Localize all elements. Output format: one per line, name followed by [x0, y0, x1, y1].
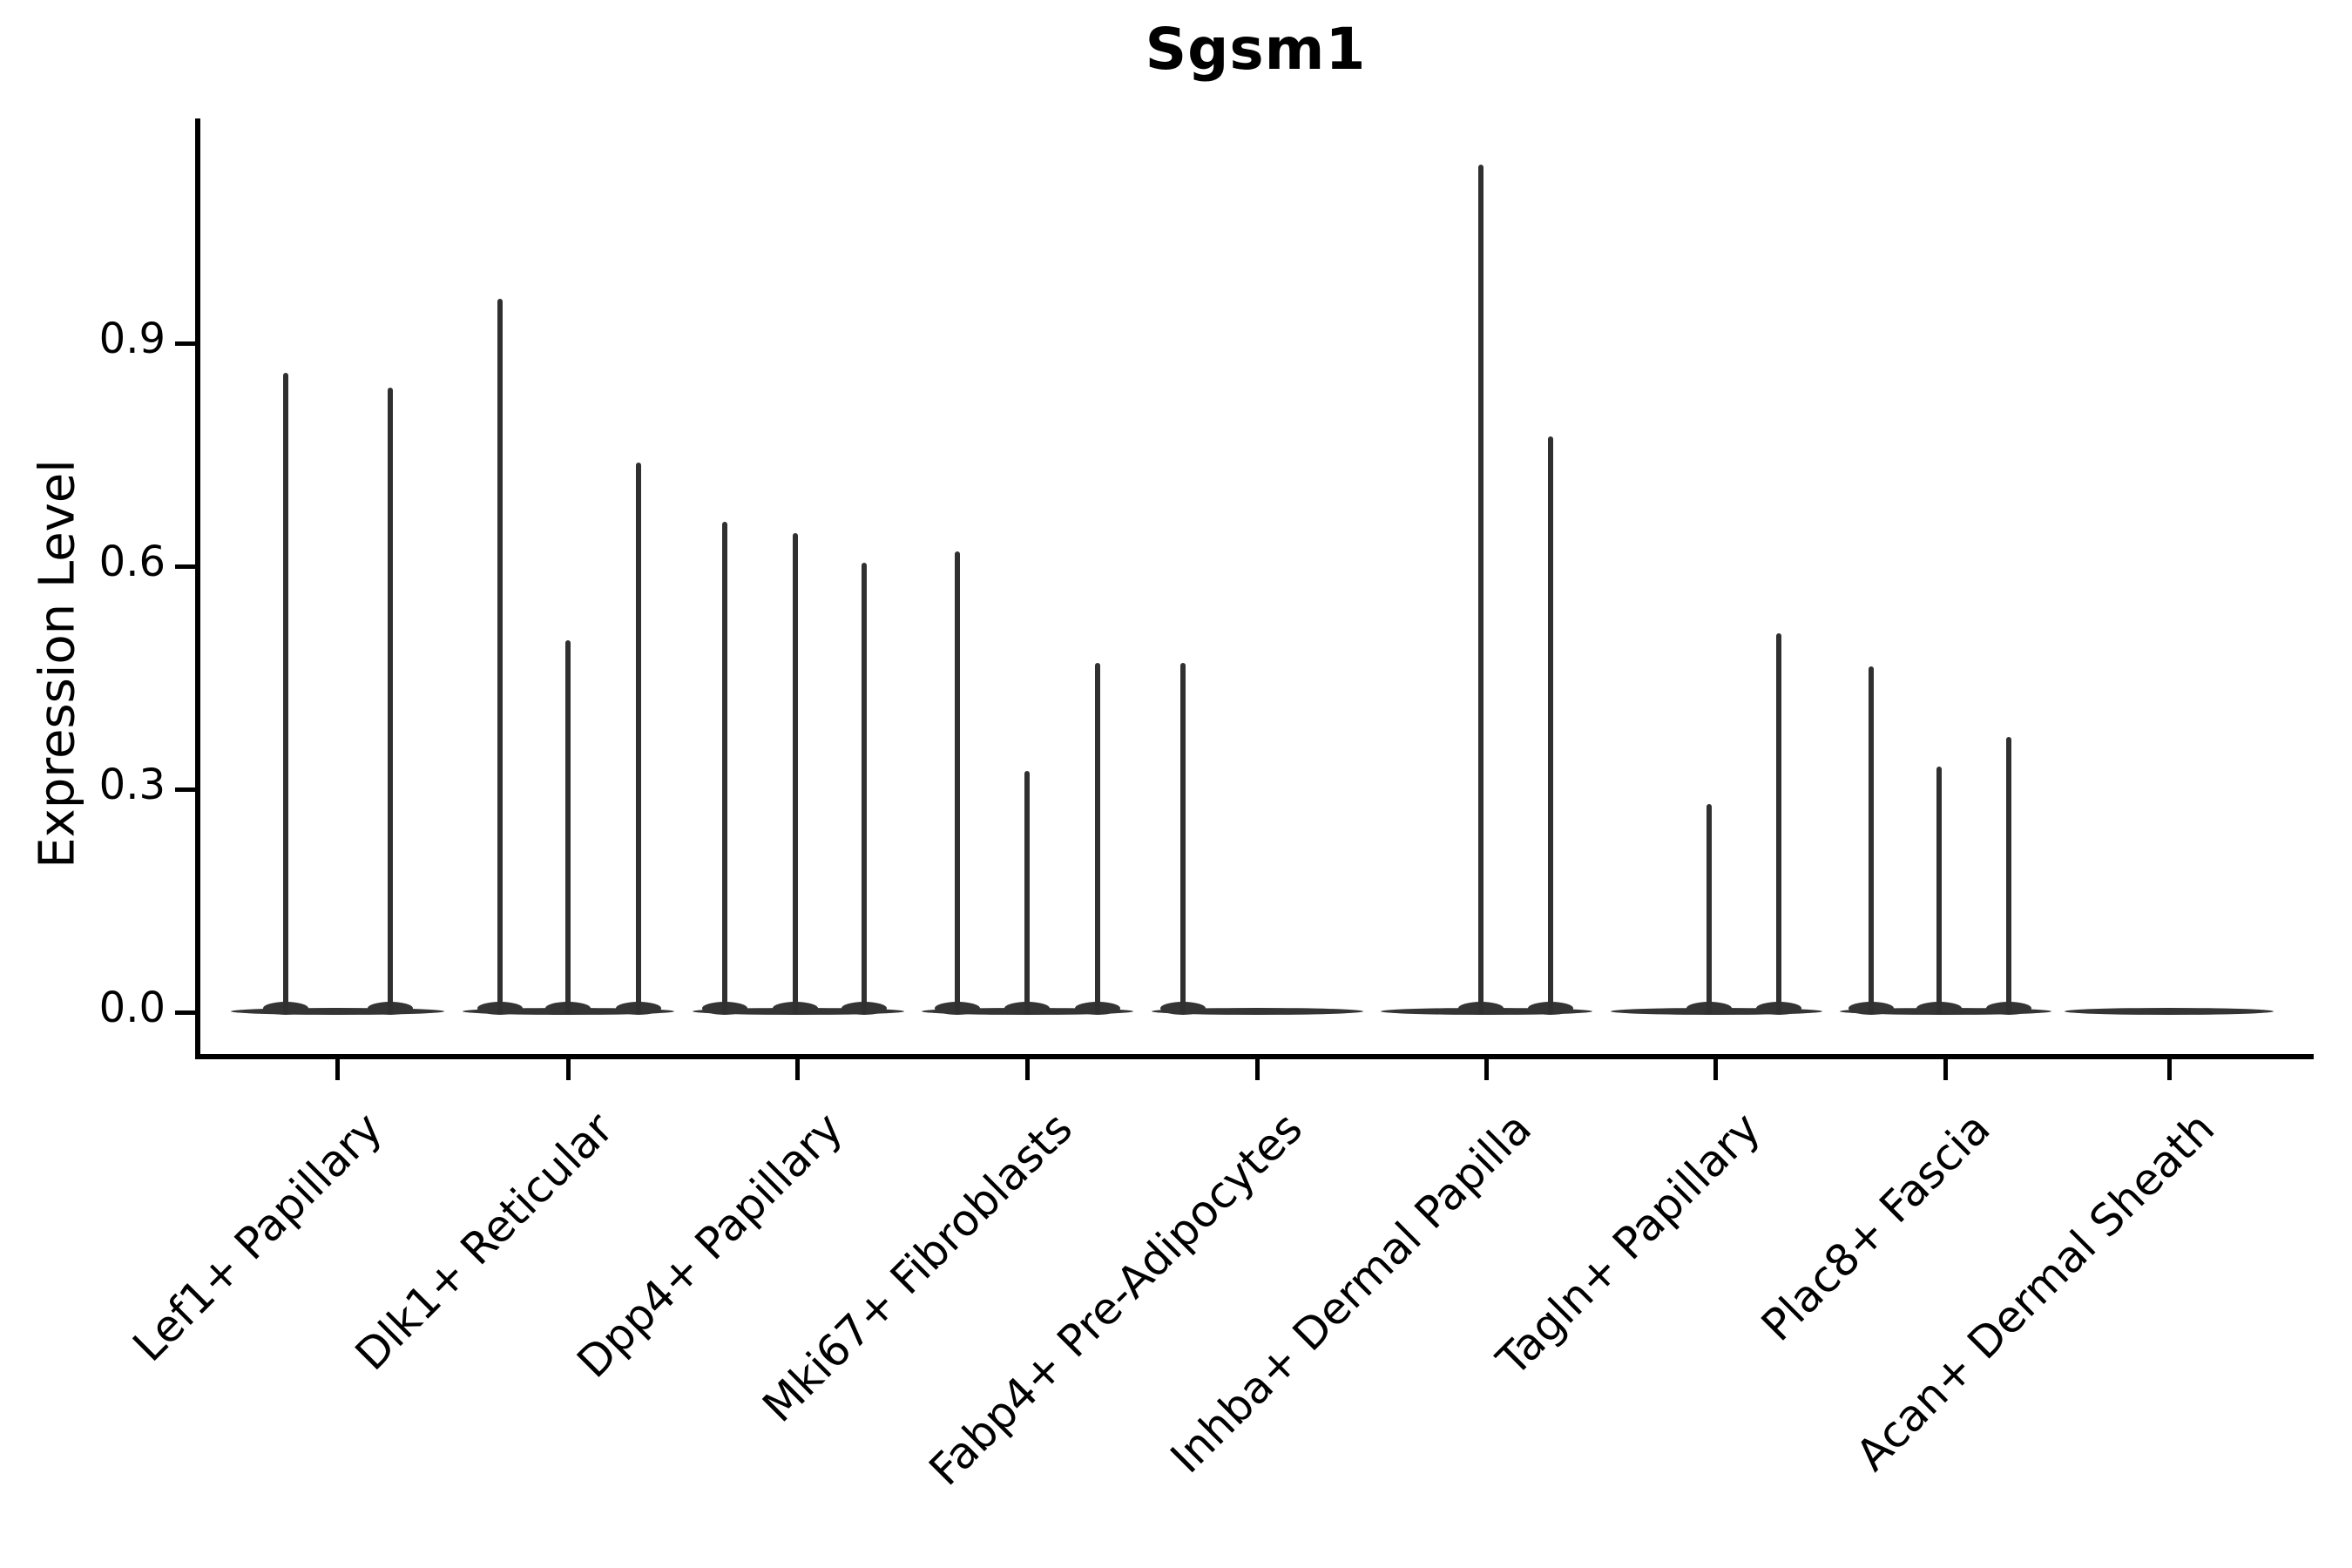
- y-axis-spine: [195, 118, 200, 1059]
- x-axis-category-label: Plac8+ Fascia: [1752, 1103, 2001, 1351]
- violin-spike: [1180, 662, 1186, 1014]
- violin-spike: [1776, 632, 1781, 1014]
- y-tick-mark: [175, 341, 197, 346]
- violin-spike: [2006, 737, 2011, 1014]
- violin-spike: [862, 562, 867, 1014]
- violin-base: [1152, 1008, 1363, 1015]
- violin-spike: [1869, 666, 1874, 1014]
- y-tick-label: 0.6: [98, 537, 166, 587]
- x-axis-category-label: Fabp4+ Pre-Adipocytes: [919, 1103, 1313, 1496]
- violin-spike: [636, 462, 641, 1014]
- violin-spike: [283, 373, 288, 1014]
- y-tick-label: 0.9: [98, 314, 166, 364]
- x-tick-mark: [1024, 1057, 1030, 1080]
- violin-spike: [1707, 804, 1712, 1014]
- x-tick-mark: [794, 1057, 800, 1080]
- violin-spike: [955, 551, 960, 1014]
- x-axis-spine: [195, 1054, 2314, 1059]
- x-tick-mark: [565, 1057, 571, 1080]
- y-tick-mark: [175, 787, 197, 792]
- violin-spike: [1548, 436, 1553, 1014]
- x-tick-mark: [1713, 1057, 1718, 1080]
- violin-spike: [497, 298, 503, 1014]
- y-tick-label: 0.3: [98, 760, 166, 809]
- violin-spike: [565, 640, 571, 1014]
- x-tick-mark: [1943, 1057, 1948, 1080]
- y-tick-mark: [175, 564, 197, 569]
- x-tick-mark: [1484, 1057, 1489, 1080]
- x-axis-category-label: Lef1+ Papillary: [123, 1103, 393, 1372]
- x-tick-mark: [335, 1057, 340, 1080]
- y-tick-label: 0.0: [98, 983, 166, 1032]
- y-tick-mark: [175, 1010, 197, 1015]
- x-axis-category-label: Acan+ Dermal Sheath: [1846, 1103, 2225, 1481]
- violin-spike: [722, 521, 727, 1014]
- violin-spike: [1095, 662, 1100, 1014]
- violin-spike: [793, 532, 798, 1014]
- violin-base: [2065, 1008, 2274, 1015]
- violin-spike: [388, 388, 393, 1014]
- violin-base: [231, 1008, 444, 1015]
- x-tick-mark: [1254, 1057, 1260, 1080]
- violin-spike: [1478, 165, 1484, 1014]
- plot-title: Sgsm1: [1145, 16, 1367, 83]
- violin-spike: [1936, 767, 1942, 1014]
- violin-spike: [1024, 770, 1030, 1014]
- x-tick-mark: [2166, 1057, 2172, 1080]
